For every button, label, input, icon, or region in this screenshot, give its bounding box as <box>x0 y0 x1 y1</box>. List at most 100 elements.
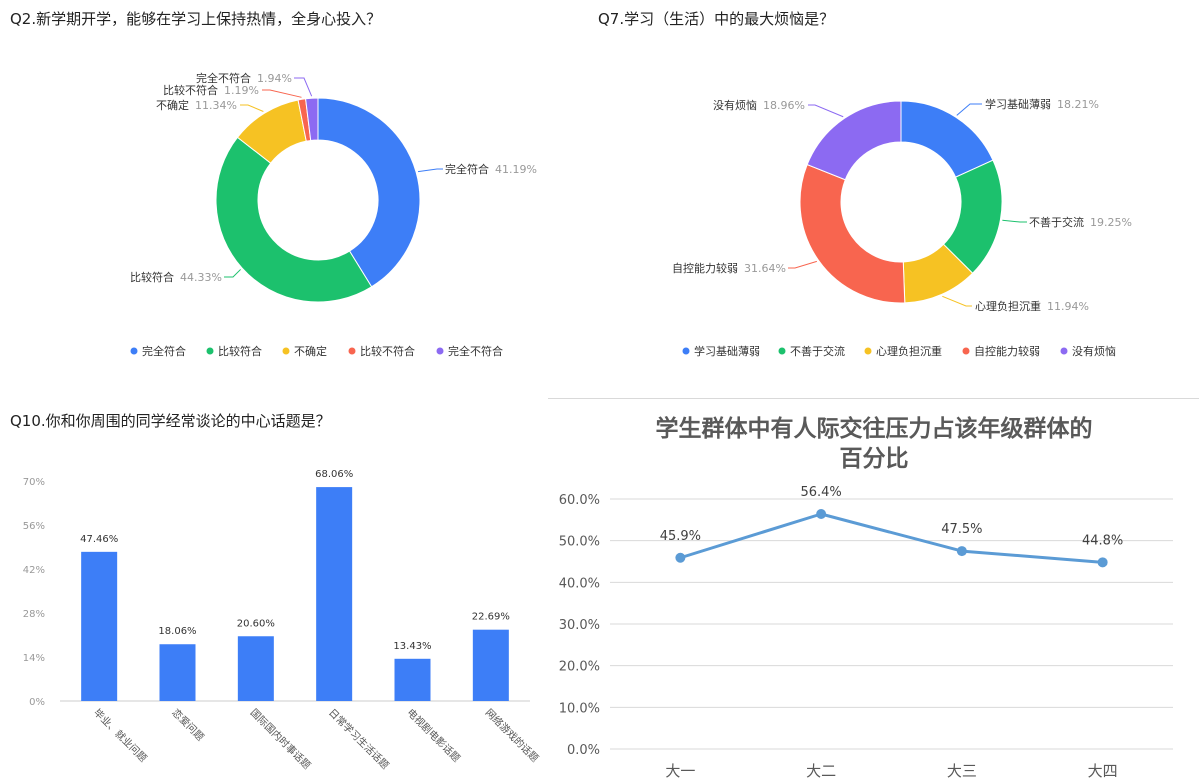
data-point <box>675 552 686 563</box>
x-tick-label: 国际国内时事话题 <box>248 706 314 772</box>
leader-line-2 <box>240 104 264 112</box>
bar-value-label: 18.06% <box>158 626 196 637</box>
bar-value-label: 22.69% <box>472 612 510 623</box>
slice-label-4: 没有烦恼 18.96% <box>713 98 805 112</box>
y-tick-label: 50.0% <box>559 535 600 550</box>
legend-marker-1 <box>778 347 786 355</box>
slice-4 <box>806 100 902 181</box>
bar <box>472 629 509 701</box>
y-tick-label: 0% <box>29 697 45 708</box>
x-tick-label: 日常学习生活话题 <box>326 706 392 772</box>
bar <box>159 644 196 701</box>
y-tick-label: 20.0% <box>559 660 600 675</box>
legend-marker-3 <box>348 347 356 355</box>
q10-panel: Q10.你和你周围的同学经常谈论的中心话题是？ 0% 14% 28% 42% 56% 70… <box>0 400 545 782</box>
bar <box>394 658 431 701</box>
slice-label-0: 学习基础薄弱 18.21% <box>985 97 1099 111</box>
slice-label-0: 完全符合 41.19% <box>445 162 537 176</box>
slice-name-3: 自控能力较弱 <box>672 261 738 275</box>
slice-name-3: 比较不符合 <box>163 83 218 97</box>
y-tick-label: 10.0% <box>559 701 600 716</box>
leader-line-2 <box>942 295 972 307</box>
x-tick-label: 恋爱问题 <box>169 706 206 743</box>
y-tick-label: 60.0% <box>559 493 600 508</box>
q10-bar-chart: 0% 14% 28% 42% 56% 70% 47.46% 毕业、就业问题 18.06% 恋爱问题… <box>23 469 542 772</box>
y-tick-label: 0.0% <box>567 743 600 758</box>
legend-label-4: 没有烦恼 <box>1072 344 1116 358</box>
legend-marker-1 <box>206 347 214 355</box>
q10-title: Q10.你和你周围的同学经常谈论的中心话题是？ <box>10 412 331 430</box>
data-label: 44.8% <box>1082 533 1123 548</box>
slice-value-2: 11.34% <box>195 99 237 112</box>
slice-3 <box>799 163 906 304</box>
legend-marker-3 <box>962 347 970 355</box>
slice-label-1: 不善于交流 19.25% <box>1029 215 1132 229</box>
slice-name-0: 学习基础薄弱 <box>985 97 1051 111</box>
x-tick-label: 大一 <box>665 762 695 780</box>
y-tick-label: 40.0% <box>559 576 600 591</box>
legend-label-1: 不善于交流 <box>790 344 845 358</box>
slice-name-1: 不善于交流 <box>1029 215 1084 229</box>
leader-line-3 <box>788 260 817 269</box>
slice-value-3: 31.64% <box>744 262 786 275</box>
leader-line-0 <box>417 168 443 173</box>
legend-marker-0 <box>130 347 138 355</box>
series-line <box>679 512 1103 564</box>
legend-label-3: 比较不符合 <box>360 344 415 358</box>
bar <box>81 551 118 701</box>
leader-line-1 <box>224 269 241 278</box>
data-point <box>956 546 967 557</box>
bar-value-label: 13.43% <box>393 641 431 652</box>
legend-label-0: 学习基础薄弱 <box>694 344 760 358</box>
bar-value-label: 68.06% <box>315 469 353 480</box>
data-label: 47.5% <box>941 522 982 537</box>
slice-name-4: 完全不符合 <box>196 71 251 85</box>
slice-label-2: 不确定 11.34% <box>156 98 237 112</box>
bar-value-label: 20.60% <box>237 618 275 629</box>
slice-value-1: 44.33% <box>180 271 222 284</box>
legend-marker-2 <box>282 347 290 355</box>
slice-value-2: 11.94% <box>1047 300 1089 313</box>
slice-4 <box>305 97 319 142</box>
legend-marker-0 <box>682 347 690 355</box>
y-tick-label: 30.0% <box>559 618 600 633</box>
q7-donut-chart: 学习基础薄弱 18.21% 不善于交流 19.25% 心理负担沉重 11.94% 自控能力较… <box>672 97 1132 358</box>
data-point <box>1097 557 1108 568</box>
q7-title: Q7.学习（生活）中的最大烦恼是？ <box>598 10 835 28</box>
bar-value-label: 47.46% <box>80 534 118 545</box>
slice-1 <box>215 136 373 303</box>
slice-name-2: 心理负担沉重 <box>975 299 1041 313</box>
slice-value-4: 18.96% <box>763 99 805 112</box>
legend-marker-4 <box>1060 347 1068 355</box>
legend-marker-4 <box>436 347 444 355</box>
chart-title-line-1: 学生群体中有人际交往压力占该年级群体的 <box>656 415 1093 442</box>
leader-line-4 <box>808 104 844 118</box>
y-tick-label: 56% <box>23 521 45 532</box>
slice-value-1: 19.25% <box>1090 216 1132 229</box>
data-label: 56.4% <box>800 485 841 500</box>
x-tick-label: 大二 <box>806 762 836 780</box>
slice-label-4: 完全不符合 1.94% <box>196 71 292 85</box>
legend-marker-2 <box>864 347 872 355</box>
y-tick-label: 70% <box>23 477 45 488</box>
x-tick-label: 网络游戏的话题 <box>483 706 542 765</box>
slice-label-2: 心理负担沉重 11.94% <box>975 299 1089 313</box>
q2-panel: Q2.新学期开学，能够在学习上保持热情，全身心投入？ 完全符合 41.19% 比较符… <box>0 0 560 380</box>
y-tick-label: 28% <box>23 609 45 620</box>
x-tick-label: 大三 <box>947 762 977 780</box>
legend-label-3: 自控能力较弱 <box>974 344 1040 358</box>
legend-label-1: 比较符合 <box>218 344 262 358</box>
slice-name-1: 比较符合 <box>130 270 174 284</box>
legend-label-0: 完全符合 <box>142 344 186 358</box>
y-tick-label: 14% <box>23 653 45 664</box>
q2-title: Q2.新学期开学，能够在学习上保持热情，全身心投入？ <box>10 10 382 28</box>
bar <box>316 487 353 701</box>
data-point <box>816 509 827 519</box>
q7-panel: Q7.学习（生活）中的最大烦恼是？ 学习基础薄弱 18.21% 不善于交流 19.25… <box>590 0 1199 380</box>
q2-donut-chart: 完全符合 41.19%比较符合 44.33%不确定 11.34%比较不符合 1.19%完… <box>130 71 537 358</box>
x-tick-label: 大四 <box>1088 762 1118 780</box>
leader-line-0 <box>956 103 982 116</box>
data-label: 45.9% <box>660 529 701 544</box>
slice-value-0: 18.21% <box>1057 98 1099 111</box>
